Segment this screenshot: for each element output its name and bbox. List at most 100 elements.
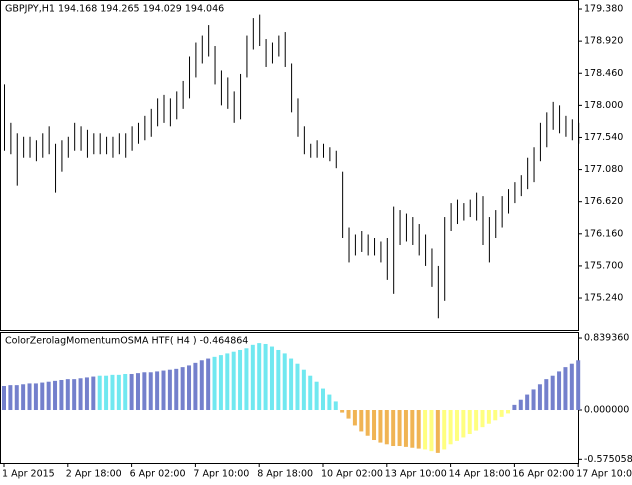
histogram-bar xyxy=(263,343,268,411)
histogram-bar xyxy=(155,371,160,411)
histogram-bar xyxy=(212,356,217,411)
x-tick-label: 17 Apr 10:00 xyxy=(576,469,632,480)
histogram-bar xyxy=(314,381,319,411)
price-panel xyxy=(0,0,579,331)
histogram-bar xyxy=(14,385,19,411)
x-tick-label: 6 Apr 02:00 xyxy=(130,469,186,480)
x-tick-label: 7 Apr 10:00 xyxy=(193,469,249,480)
histogram-bar xyxy=(238,349,243,411)
histogram-bar xyxy=(416,410,421,449)
y-tick-label: 0.839360 xyxy=(584,333,629,344)
histogram-bar xyxy=(180,367,185,411)
histogram-bar xyxy=(59,379,64,411)
histogram-bar xyxy=(174,368,179,411)
histogram-bar xyxy=(46,381,51,411)
y-tick-label: 0.000000 xyxy=(584,405,629,416)
histogram-bar xyxy=(486,410,491,424)
y-tick-label: 178.460 xyxy=(584,68,623,79)
histogram-bar xyxy=(442,410,447,450)
histogram-bar xyxy=(391,410,396,447)
histogram-bar xyxy=(493,410,498,421)
histogram-bar xyxy=(27,383,32,411)
histogram-bar xyxy=(218,355,223,411)
histogram-bar xyxy=(206,358,211,411)
histogram-bar xyxy=(512,404,517,411)
histogram-bar xyxy=(423,410,428,450)
x-tick-label: 13 Apr 10:00 xyxy=(385,469,447,480)
x-tick-label: 14 Apr 18:00 xyxy=(449,469,511,480)
histogram-bar xyxy=(129,373,134,411)
histogram-bar xyxy=(467,410,472,435)
histogram-bar xyxy=(384,410,389,445)
histogram-bar xyxy=(135,373,140,411)
histogram-bar xyxy=(346,410,351,419)
histogram-bar xyxy=(474,410,479,431)
histogram-bar xyxy=(435,410,440,453)
y-tick-label: 179.380 xyxy=(584,4,623,15)
x-tick-label: 8 Apr 18:00 xyxy=(257,469,313,480)
histogram-bar xyxy=(544,379,549,411)
histogram-bar xyxy=(569,363,574,411)
histogram-bar xyxy=(72,379,77,411)
histogram-bar xyxy=(301,369,306,411)
histogram-bar xyxy=(104,375,109,411)
histogram-bar xyxy=(276,349,281,411)
histogram-bar xyxy=(187,365,192,411)
histogram-bar xyxy=(410,410,415,448)
histogram-bar xyxy=(65,379,70,411)
histogram-bar xyxy=(199,360,204,411)
histogram-bar xyxy=(537,384,542,411)
x-tick-label: 10 Apr 02:00 xyxy=(321,469,383,480)
histogram-bar xyxy=(576,360,581,411)
histogram-bar xyxy=(352,410,357,426)
indicator-title: ColorZerolagMomentumOSMA HTF( H4 ) -0.46… xyxy=(5,336,248,347)
histogram-bar xyxy=(116,374,121,411)
histogram-bar xyxy=(110,374,115,411)
histogram-bar xyxy=(359,410,364,432)
histogram-bar xyxy=(78,378,83,411)
histogram-bar xyxy=(244,348,249,411)
histogram-bar xyxy=(295,363,300,411)
y-tick-label: 178.920 xyxy=(584,36,623,47)
histogram-bar xyxy=(84,377,89,411)
histogram-bar xyxy=(403,410,408,447)
y-tick-label: 177.080 xyxy=(584,164,623,175)
x-tick-label: 1 Apr 2015 xyxy=(2,469,55,480)
y-tick-label: 178.000 xyxy=(584,100,623,111)
histogram-bar xyxy=(429,410,434,452)
y-tick-label: 177.540 xyxy=(584,132,623,143)
histogram-bar xyxy=(91,376,96,411)
histogram-bar xyxy=(8,385,13,411)
histogram-bar xyxy=(148,372,153,411)
histogram-bar xyxy=(372,410,377,441)
histogram-bar xyxy=(506,410,511,414)
histogram-bar xyxy=(563,367,568,411)
x-tick-label: 16 Apr 02:00 xyxy=(512,469,574,480)
x-tick-label: 2 Apr 18:00 xyxy=(66,469,122,480)
histogram-bar xyxy=(531,389,536,411)
histogram-bar xyxy=(499,410,504,417)
histogram-bar xyxy=(167,369,172,411)
histogram-bar xyxy=(269,346,274,411)
histogram-bar xyxy=(231,351,236,411)
y-tick-label: 175.240 xyxy=(584,293,623,304)
histogram-bar xyxy=(454,410,459,441)
histogram-bar xyxy=(448,410,453,445)
histogram-bar xyxy=(461,410,466,438)
histogram-bar xyxy=(480,410,485,428)
histogram-bar xyxy=(525,394,530,411)
histogram-bar xyxy=(397,410,402,447)
histogram-bar xyxy=(340,410,345,413)
histogram-bar xyxy=(365,410,370,436)
y-tick-label: 176.620 xyxy=(584,196,623,207)
histogram-bar xyxy=(308,375,313,411)
y-tick-label: 176.160 xyxy=(584,228,623,239)
chart-title: GBPJPY,H1 194.168 194.265 194.029 194.04… xyxy=(5,4,224,15)
histogram-bar xyxy=(378,410,383,443)
histogram-bar xyxy=(250,344,255,411)
histogram-bar xyxy=(257,343,262,411)
histogram-bar xyxy=(327,394,332,411)
histogram-bar xyxy=(53,380,58,411)
histogram-bar xyxy=(161,370,166,411)
